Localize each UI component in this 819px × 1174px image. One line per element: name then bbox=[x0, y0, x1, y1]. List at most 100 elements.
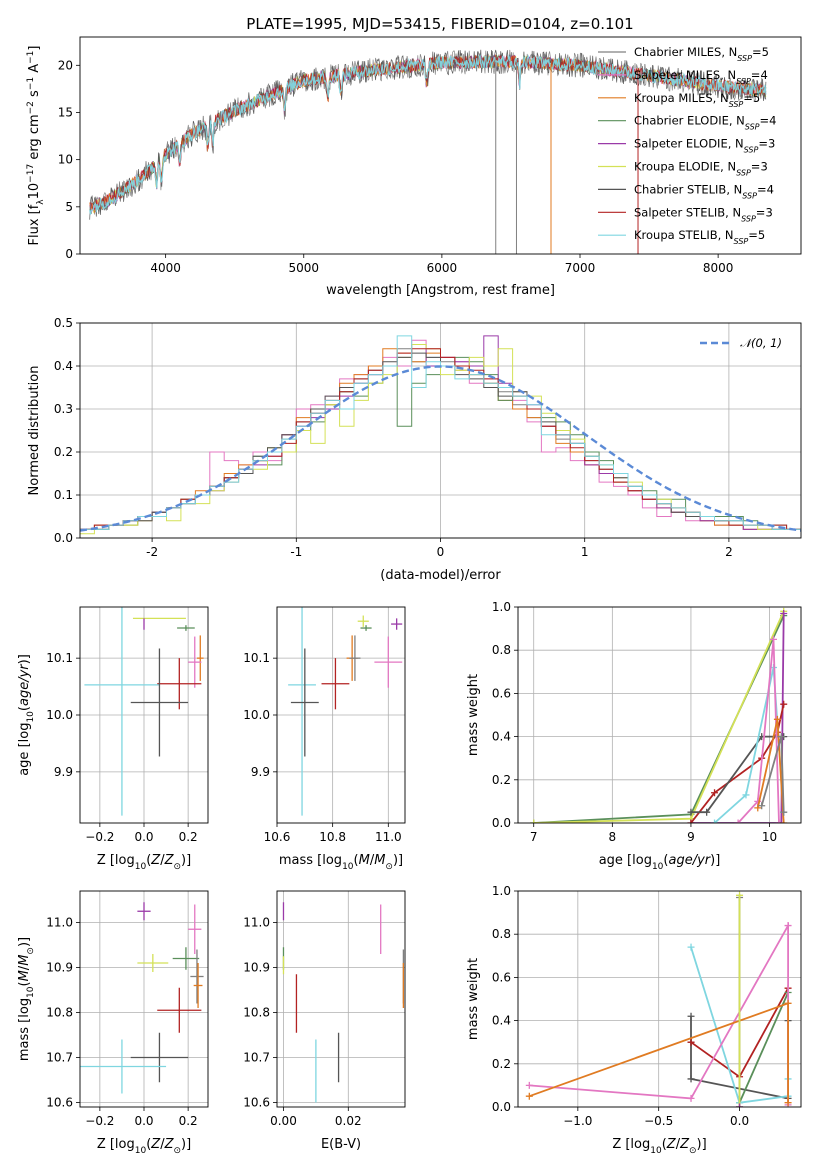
x-tick-label: 7000 bbox=[565, 261, 596, 275]
x-axis-label-text: Z [log10(Z/Z⊙)] bbox=[612, 1137, 706, 1156]
y-tick-label: 10.0 bbox=[243, 708, 270, 722]
x-tick-label: −0.2 bbox=[85, 1114, 114, 1128]
x-axis-label-part: )] bbox=[181, 853, 191, 868]
y-tick-label: 0.5 bbox=[54, 316, 73, 330]
errorbar-point bbox=[190, 949, 204, 1004]
y-tick-label: 20 bbox=[58, 58, 73, 72]
y-axis-label-part: mass [log bbox=[17, 998, 32, 1061]
y-axis-label-part: s bbox=[27, 90, 42, 101]
x-tick-label: 4000 bbox=[150, 261, 181, 275]
weight-marker bbox=[777, 819, 785, 823]
axes-frame bbox=[79, 322, 802, 539]
x-axis-label-part: ⊙ bbox=[689, 1146, 697, 1156]
legend-nssp-prefix: , N bbox=[725, 205, 741, 219]
x-axis-label-part: M bbox=[374, 853, 385, 868]
x-axis-label: Z [log10(Z/Z⊙)] bbox=[612, 1137, 706, 1156]
x-axis-label-part: 10 bbox=[135, 862, 147, 872]
x-tick-label: −1.0 bbox=[563, 1114, 592, 1128]
x-tick-label: 6000 bbox=[427, 261, 458, 275]
legend-nssp-eq: = bbox=[756, 205, 766, 219]
legend-nssp-prefix: , N bbox=[721, 45, 737, 59]
x-tick-label: 2 bbox=[725, 545, 733, 559]
x-tick-label: 5000 bbox=[288, 261, 319, 275]
weight-marker bbox=[736, 1103, 744, 1107]
y-tick-label: 9.9 bbox=[251, 765, 270, 779]
y-tick-label: 0.4 bbox=[492, 1014, 511, 1028]
legend-nssp-value: 4 bbox=[769, 114, 776, 128]
y-tick-label: 0 bbox=[65, 247, 73, 261]
y-tick-label: 11.0 bbox=[46, 916, 73, 930]
x-axis-label-part: Z bbox=[164, 853, 175, 868]
y-axis-label-part: −2 bbox=[26, 101, 36, 114]
axes-frame bbox=[79, 36, 802, 255]
y-tick-label: 0.2 bbox=[492, 1057, 511, 1071]
y-axis-label-part: 10 bbox=[26, 986, 36, 998]
x-tick-label: 11.0 bbox=[375, 830, 402, 844]
x-axis-label-part: / bbox=[676, 1137, 681, 1152]
errorbar-point bbox=[137, 902, 151, 921]
legend-series-name: Chabrier STELIB bbox=[634, 182, 726, 196]
legend-nssp-eq: = bbox=[760, 114, 770, 128]
legend-series-name: Chabrier ELODIE bbox=[634, 114, 729, 128]
legend-nssp-eq: = bbox=[751, 160, 761, 174]
x-tick-label: 0.0 bbox=[134, 830, 153, 844]
x-tick-label: 0 bbox=[437, 545, 445, 559]
legend-entry: Salpeter STELIB, NSSP=3 bbox=[634, 205, 773, 223]
weight-marker bbox=[775, 819, 783, 823]
y-axis-label-part: age/yr bbox=[17, 663, 32, 706]
legend-series-name: Salpeter MILES bbox=[634, 68, 720, 82]
x-axis-label-part: / bbox=[160, 1137, 165, 1152]
weight-marker bbox=[525, 1081, 533, 1089]
x-axis-label-text: mass [log10(M/M⊙)] bbox=[279, 853, 403, 872]
weight-marker bbox=[784, 922, 792, 930]
y-axis-label-part: age [log bbox=[17, 723, 32, 776]
errorbar-point bbox=[130, 648, 189, 757]
x-tick-label: 1 bbox=[581, 545, 589, 559]
y-axis-label-part: ⊙ bbox=[26, 947, 36, 955]
errorbar-point bbox=[374, 636, 403, 688]
y-tick-label: 0.8 bbox=[492, 643, 511, 657]
x-tick-label: 0.2 bbox=[179, 830, 198, 844]
x-tick-label: 8000 bbox=[703, 261, 734, 275]
y-tick-label: 1.0 bbox=[492, 884, 511, 898]
legend-entry: Chabrier ELODIE, NSSP=4 bbox=[634, 114, 776, 132]
weight-marker bbox=[784, 999, 792, 1007]
x-tick-label: 8 bbox=[609, 830, 617, 844]
y-tick-label: 10.6 bbox=[243, 1096, 270, 1110]
y-axis-label-part: / bbox=[17, 965, 32, 970]
axes-frame bbox=[276, 606, 406, 824]
legend-series-name: Salpeter ELODIE bbox=[634, 137, 728, 151]
errorbar-point bbox=[360, 625, 372, 631]
y-tick-label: 0.2 bbox=[492, 773, 511, 787]
x-tick-label: -2 bbox=[146, 545, 158, 559]
y-tick-label: 15 bbox=[58, 105, 73, 119]
legend-entry: Kroupa MILES, NSSP=5 bbox=[634, 91, 760, 109]
legend-nssp-eq: = bbox=[757, 182, 767, 196]
weight-marker bbox=[687, 943, 695, 951]
legend-entry: 𝒩(0, 1) bbox=[740, 336, 782, 350]
y-axis-label-part: M bbox=[17, 955, 32, 966]
age_vs_Z-axes: −0.2 0.0 0.29.910.010.1Z [log10(Z/Z⊙)]age … bbox=[17, 606, 209, 872]
y-axis-label-part: 10 bbox=[27, 183, 42, 200]
weight-marker bbox=[525, 1092, 533, 1100]
legend-nssp-prefix: , N bbox=[726, 182, 742, 196]
y-axis-label: mass weight bbox=[466, 674, 481, 756]
axes-frame bbox=[79, 606, 209, 824]
errorbar-point bbox=[349, 635, 361, 681]
x-axis-label-part: M bbox=[359, 853, 370, 868]
x-tick-label: 0.02 bbox=[335, 1114, 362, 1128]
mass_vs_Z-axes-plot bbox=[80, 902, 204, 1094]
residual-axes-plot bbox=[80, 335, 801, 535]
x-axis-label: wavelength [Angstrom, rest frame] bbox=[326, 283, 555, 298]
x-axis-label-part: 10 bbox=[650, 1146, 662, 1156]
x-tick-label: 9 bbox=[687, 830, 695, 844]
x-tick-label: −0.5 bbox=[644, 1114, 673, 1128]
y-tick-label: 10.7 bbox=[243, 1051, 270, 1065]
y-axis-label: Flux [fλ10−17 erg cm−2 s−1 A−1] bbox=[26, 46, 46, 246]
weight-line bbox=[690, 613, 785, 823]
legend-nssp-value: 5 bbox=[762, 45, 769, 59]
x-axis-label: age [log10(age/yr)] bbox=[599, 853, 721, 872]
legend-nssp-prefix: , N bbox=[720, 68, 736, 82]
